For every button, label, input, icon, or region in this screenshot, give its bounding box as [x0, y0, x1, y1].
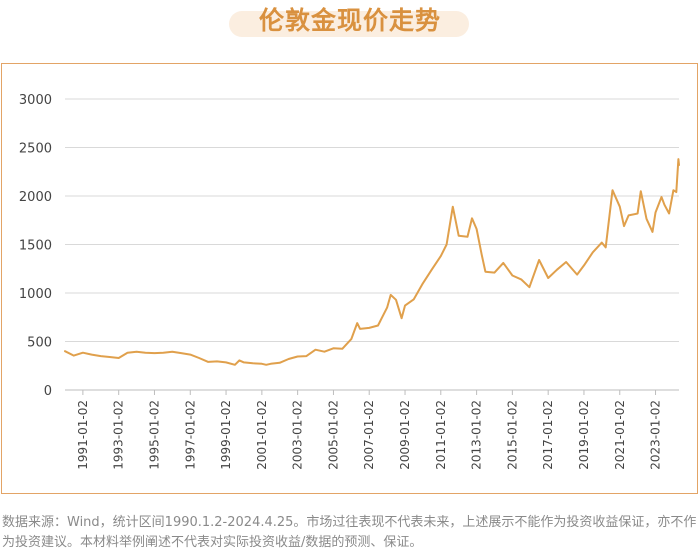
y-tick-label: 1500: [19, 239, 52, 254]
x-tick-label: 1997-01-02: [183, 400, 197, 470]
y-tick-label: 3000: [19, 93, 52, 108]
x-tick-label: 2011-01-02: [434, 400, 448, 470]
x-tick-label: 1991-01-02: [76, 400, 90, 470]
y-tick-label: 1000: [19, 287, 52, 302]
x-tick-label: 2015-01-02: [505, 400, 519, 470]
x-tick-label: 2009-01-02: [398, 400, 412, 470]
x-tick-label: 2017-01-02: [541, 400, 555, 470]
x-tick-label: 1999-01-02: [219, 400, 233, 470]
y-tick-label: 0: [44, 384, 52, 399]
footnote: 数据来源：Wind，统计区间1990.1.2-2024.4.25。市场过往表现不…: [2, 515, 697, 550]
x-tick-label: 2003-01-02: [291, 400, 305, 470]
y-tick-label: 2000: [19, 190, 52, 205]
chart-title: 伦敦金现价走势: [258, 6, 441, 35]
x-tick-label: 2013-01-02: [470, 400, 484, 470]
gold-price-series-line: [64, 158, 680, 366]
x-tick-label: 2001-01-02: [255, 400, 269, 470]
x-tick-label: 2005-01-02: [326, 400, 340, 470]
x-tick-label: 2023-01-02: [649, 400, 663, 470]
gold-price-line-chart: 0 500 1000 1500 2000 2500 3000 1991-01-02 1993-0…: [19, 93, 680, 470]
x-tick-label: 2019-01-02: [577, 400, 591, 470]
y-tick-label: 2500: [19, 142, 52, 157]
x-tick-label: 2021-01-02: [613, 400, 627, 470]
x-tick-label: 1993-01-02: [112, 400, 126, 470]
title-background: [229, 11, 469, 37]
chart-panel: 0 500 1000 1500 2000 2500 3000 1991-01-02 1993-0…: [1, 63, 698, 494]
y-tick-label: 500: [27, 336, 52, 351]
x-tick-label: 1995-01-02: [147, 400, 161, 470]
x-tick-label: 2007-01-02: [362, 400, 376, 470]
title-area: 伦敦金现价走势: [0, 0, 700, 44]
